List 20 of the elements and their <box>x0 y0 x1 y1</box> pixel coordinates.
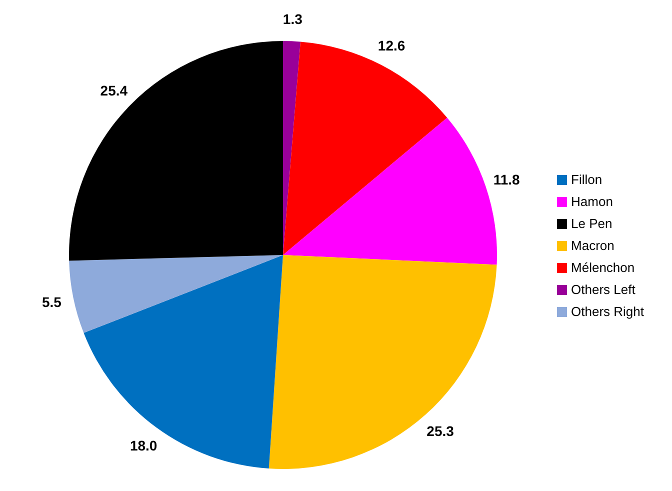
legend-label: Others Right <box>571 304 644 318</box>
legend-label: Hamon <box>571 194 613 208</box>
data-label: 1.3 <box>282 11 303 28</box>
data-label: 18.0 <box>130 437 158 454</box>
pie-slice <box>69 41 283 261</box>
legend-label: Le Pen <box>571 216 612 230</box>
pie-slice <box>84 255 283 469</box>
pie-slice <box>283 42 448 255</box>
data-label: 12.6 <box>378 37 406 54</box>
data-label: 25.4 <box>100 82 128 98</box>
data-label: 5.5 <box>42 294 62 310</box>
legend-label: Fillon <box>571 172 602 186</box>
legend-label: Macron <box>571 238 614 252</box>
pie-slice <box>69 255 283 333</box>
data-label: 11.8 <box>493 172 520 188</box>
pie-slice <box>283 41 300 255</box>
legend-label: Mélenchon <box>571 260 635 274</box>
legend-label: Others Left <box>571 282 636 296</box>
data-label: 25.3 <box>426 422 454 439</box>
pie-slice <box>268 255 497 469</box>
